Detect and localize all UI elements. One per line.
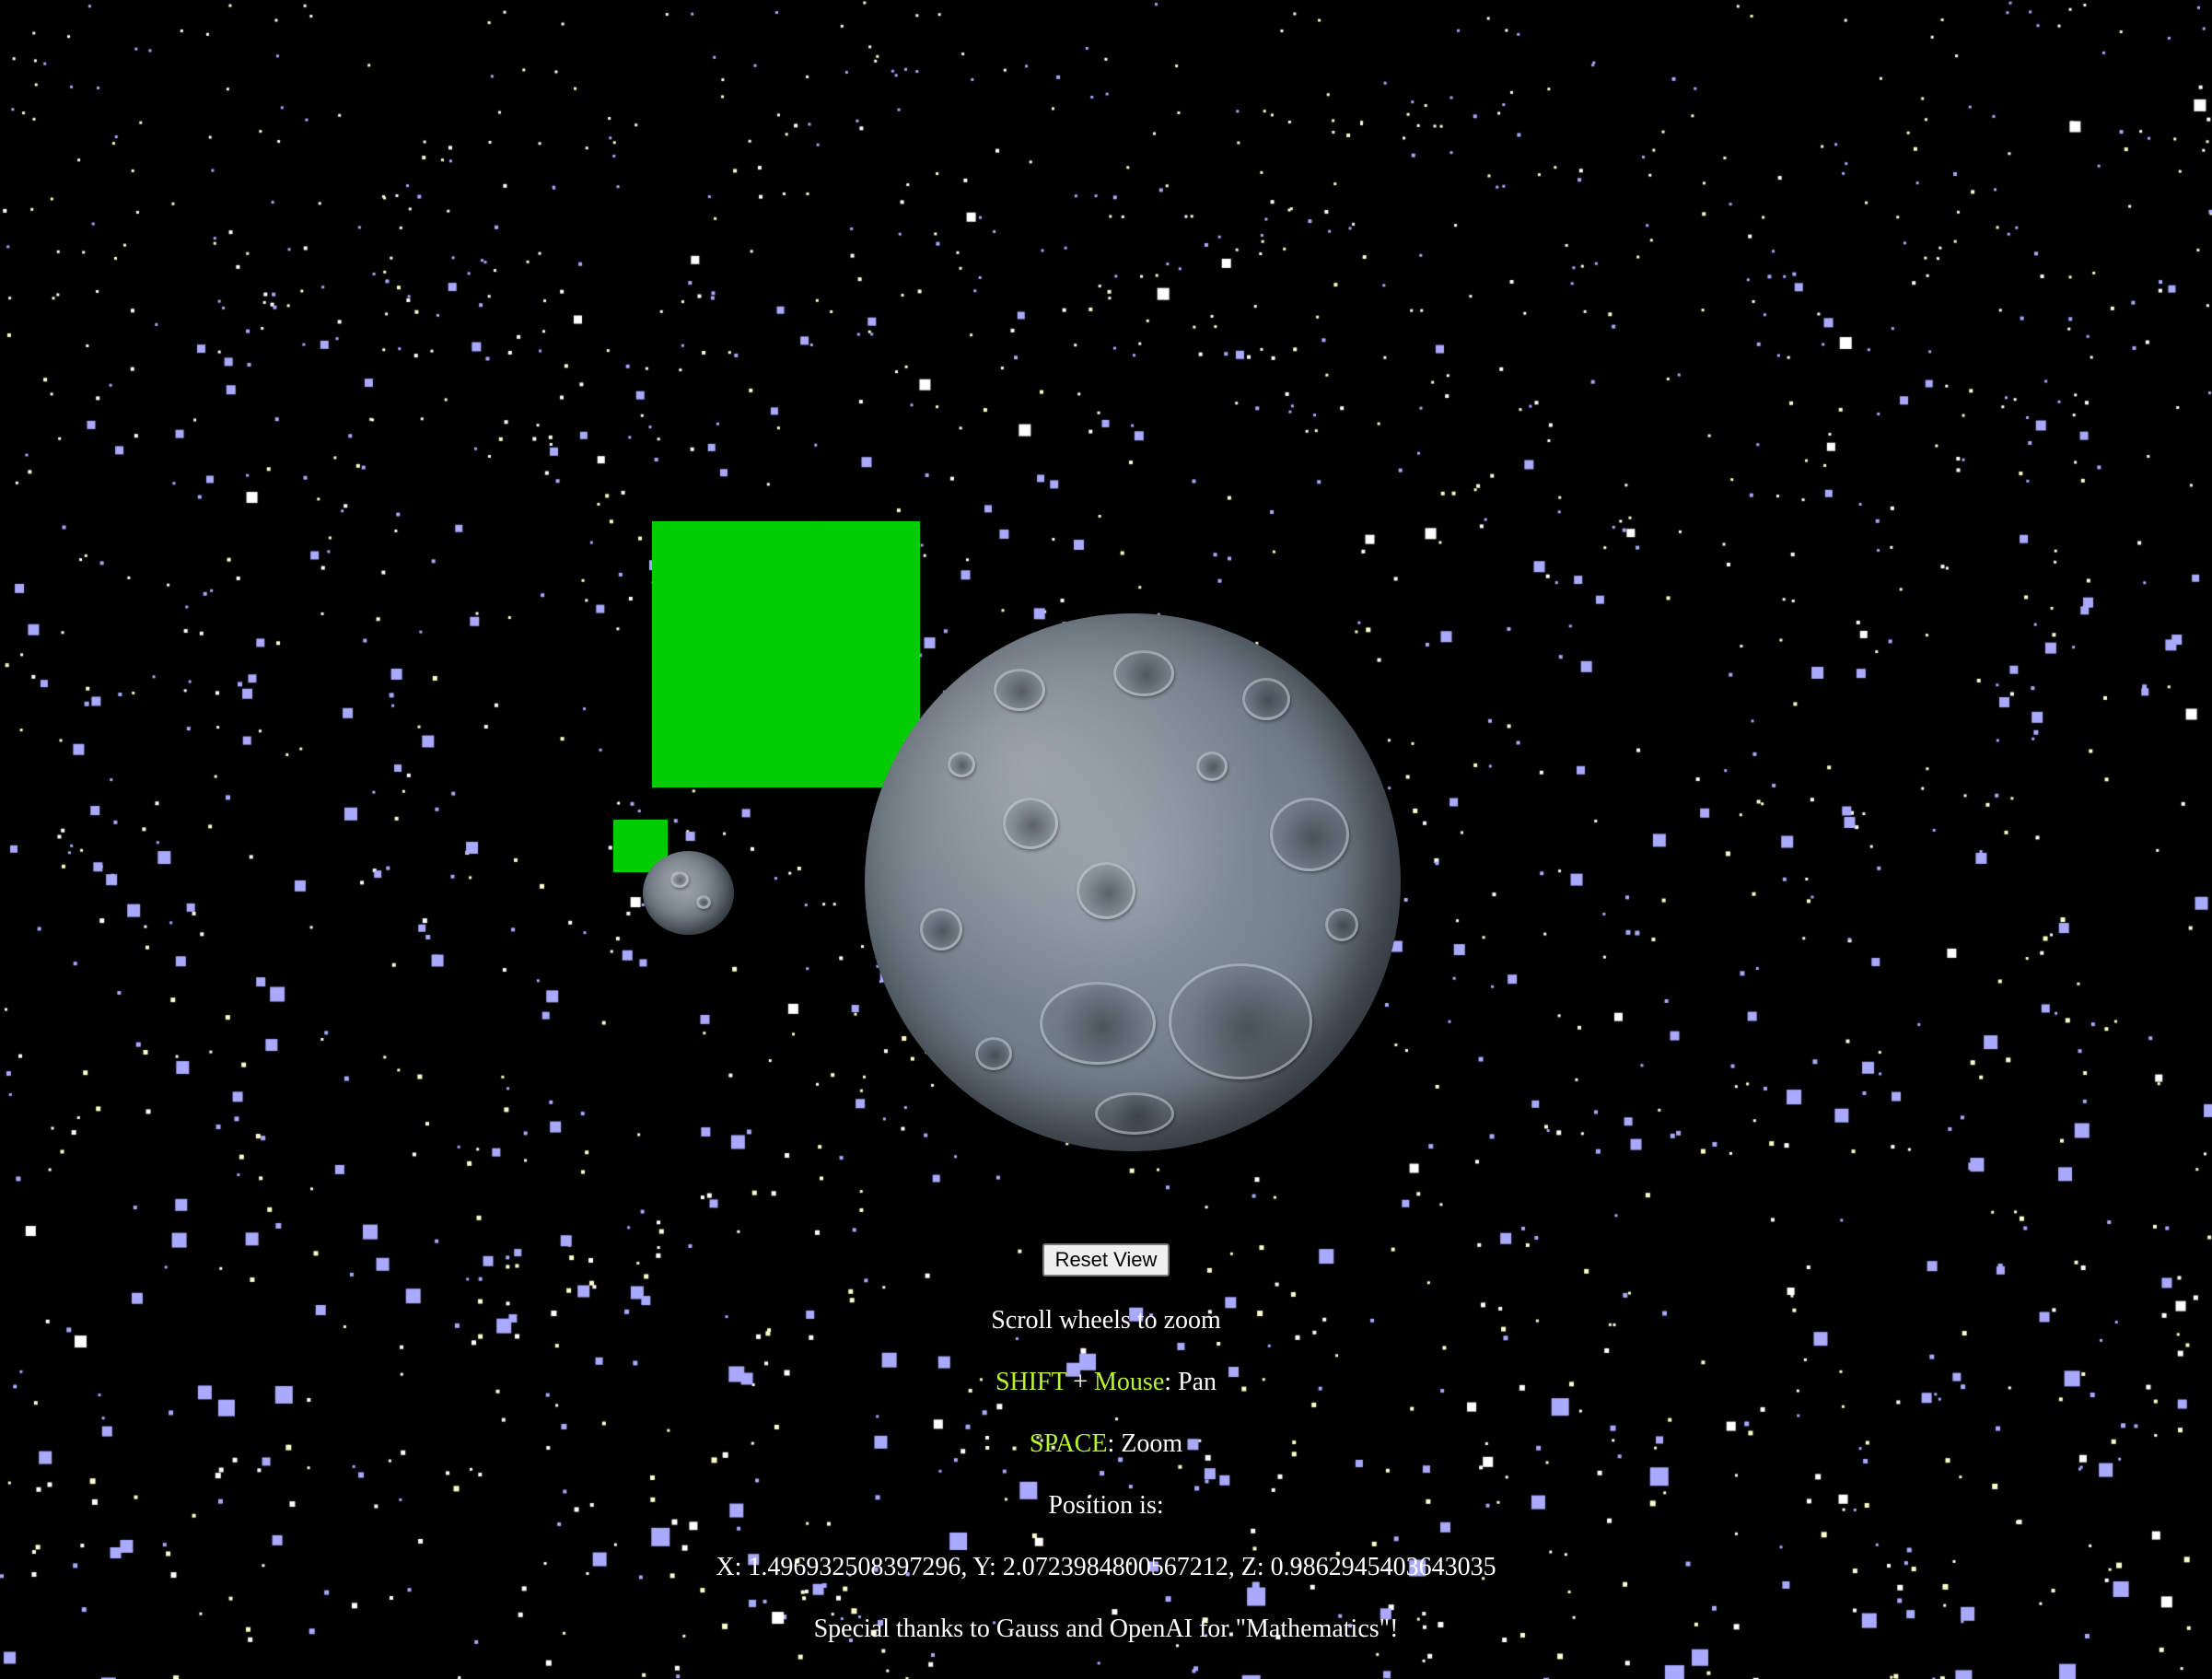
moon-crater [975, 1037, 1012, 1070]
space-zoom-instruction: SPACE: Zoom [0, 1413, 2212, 1475]
space-key-label: SPACE [1029, 1429, 1108, 1458]
small-moon [643, 851, 734, 935]
plus-sign: + [1066, 1368, 1095, 1396]
hud-panel: Reset View Scroll wheels to zoom SHIFT +… [0, 1243, 2212, 1660]
moon-crater [1196, 752, 1228, 781]
moon-crater [1242, 678, 1290, 720]
moon-crater [948, 752, 975, 777]
moon-crater [1113, 650, 1174, 696]
moon-crater [994, 669, 1045, 711]
moon-crater [920, 908, 962, 950]
reset-view-button[interactable]: Reset View [1042, 1243, 1170, 1277]
green-square-large [652, 521, 920, 787]
moon-crater [670, 871, 689, 888]
large-moon [865, 613, 1401, 1151]
zoom-instruction: Scroll wheels to zoom [991, 1306, 1221, 1335]
moon-crater [1003, 798, 1058, 849]
moon-crater [1169, 963, 1312, 1079]
mouse-key-label: Mouse [1094, 1368, 1165, 1396]
position-label: Position is: [1048, 1491, 1164, 1520]
moon-crater [1095, 1092, 1174, 1135]
moon-crater [1040, 982, 1156, 1065]
zoom-action-label: : Zoom [1107, 1429, 1183, 1458]
position-readout: X: 1.496932508397296, Y: 2.0723984800567… [716, 1553, 1496, 1581]
moon-crater [1325, 908, 1358, 941]
pan-action-label: : Pan [1164, 1368, 1217, 1396]
moon-crater [1077, 862, 1135, 919]
moon-crater [1270, 798, 1349, 871]
shift-key-label: SHIFT [995, 1368, 1067, 1396]
credits-text: Special thanks to Gauss and OpenAI for "… [813, 1615, 1399, 1643]
pan-instruction: SHIFT + Mouse: Pan [0, 1351, 2212, 1413]
moon-crater [696, 895, 711, 909]
